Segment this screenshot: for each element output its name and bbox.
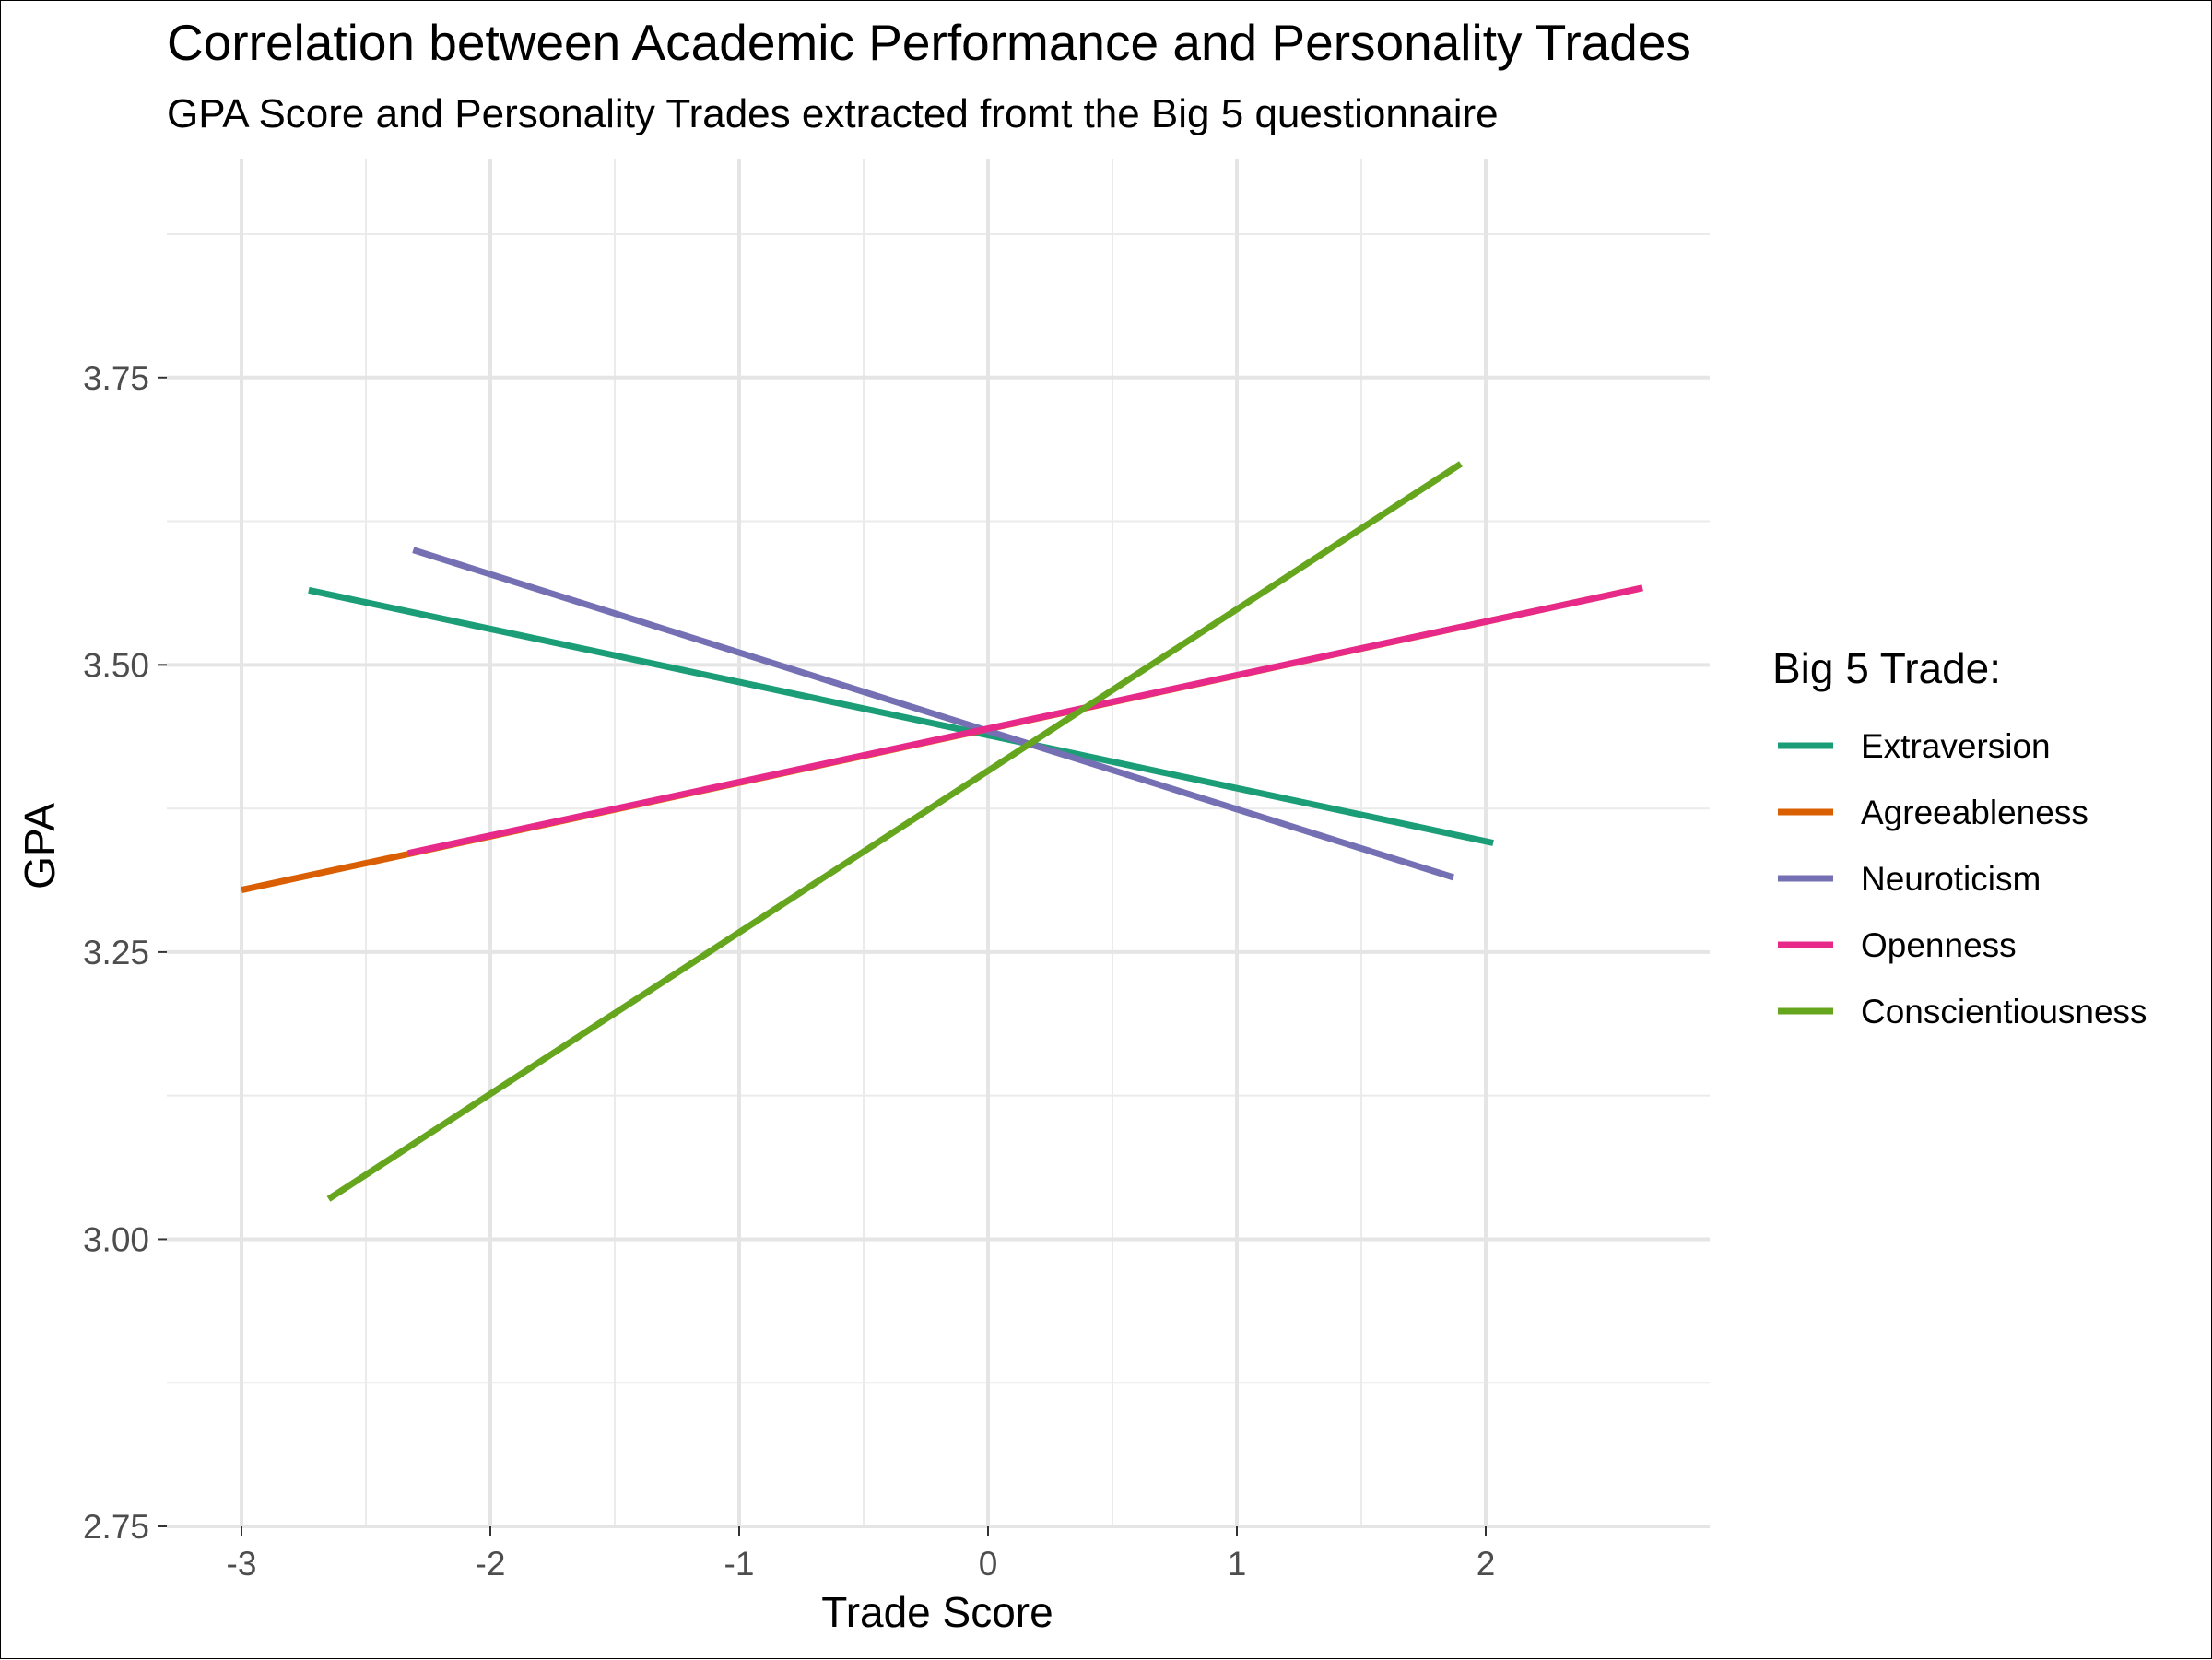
x-tick-label: 0 xyxy=(979,1545,998,1583)
x-tick-label: 1 xyxy=(1228,1545,1247,1583)
chart-subtitle: GPA Score and Personality Trades extract… xyxy=(167,91,1499,136)
series-line-conscientiousness xyxy=(326,461,1463,1202)
x-axis-title: Trade Score xyxy=(821,1588,1053,1636)
legend-label-conscientiousness: Conscientiousness xyxy=(1861,993,2147,1030)
y-axis: 2.75 3.00 3.25 3.50 3.75 xyxy=(83,359,167,1546)
y-tick-label: 3.25 xyxy=(83,934,149,971)
y-tick-label: 3.75 xyxy=(83,359,149,397)
series-line-extraversion xyxy=(308,586,1494,846)
grid xyxy=(167,159,1710,1528)
legend-label-extraversion: Extraversion xyxy=(1861,727,2051,765)
x-tick-label: -2 xyxy=(476,1545,506,1583)
legend: Big 5 Trade: Extraversion Agreeableness Ne… xyxy=(1772,644,2147,1030)
y-tick-label: 2.75 xyxy=(83,1508,149,1546)
x-tick-label: 2 xyxy=(1477,1545,1496,1583)
chart-title: Correlation between Academic Performance… xyxy=(167,14,1691,71)
x-tick-label: -1 xyxy=(724,1545,755,1583)
legend-label-openness: Openness xyxy=(1861,926,2017,964)
legend-title: Big 5 Trade: xyxy=(1772,644,2001,692)
series-line-neuroticism xyxy=(412,547,1454,881)
legend-label-neuroticism: Neuroticism xyxy=(1861,860,2041,898)
plot-lines xyxy=(241,461,1643,1202)
legend-label-agreeableness: Agreeableness xyxy=(1861,794,2088,831)
y-axis-title: GPA xyxy=(16,803,64,889)
x-axis: -3 -2 -1 0 1 2 xyxy=(227,1526,1496,1583)
y-tick-label: 3.50 xyxy=(83,646,149,684)
x-tick-label: -3 xyxy=(227,1545,257,1583)
series-line-openness xyxy=(407,584,1643,857)
y-tick-label: 3.00 xyxy=(83,1220,149,1258)
